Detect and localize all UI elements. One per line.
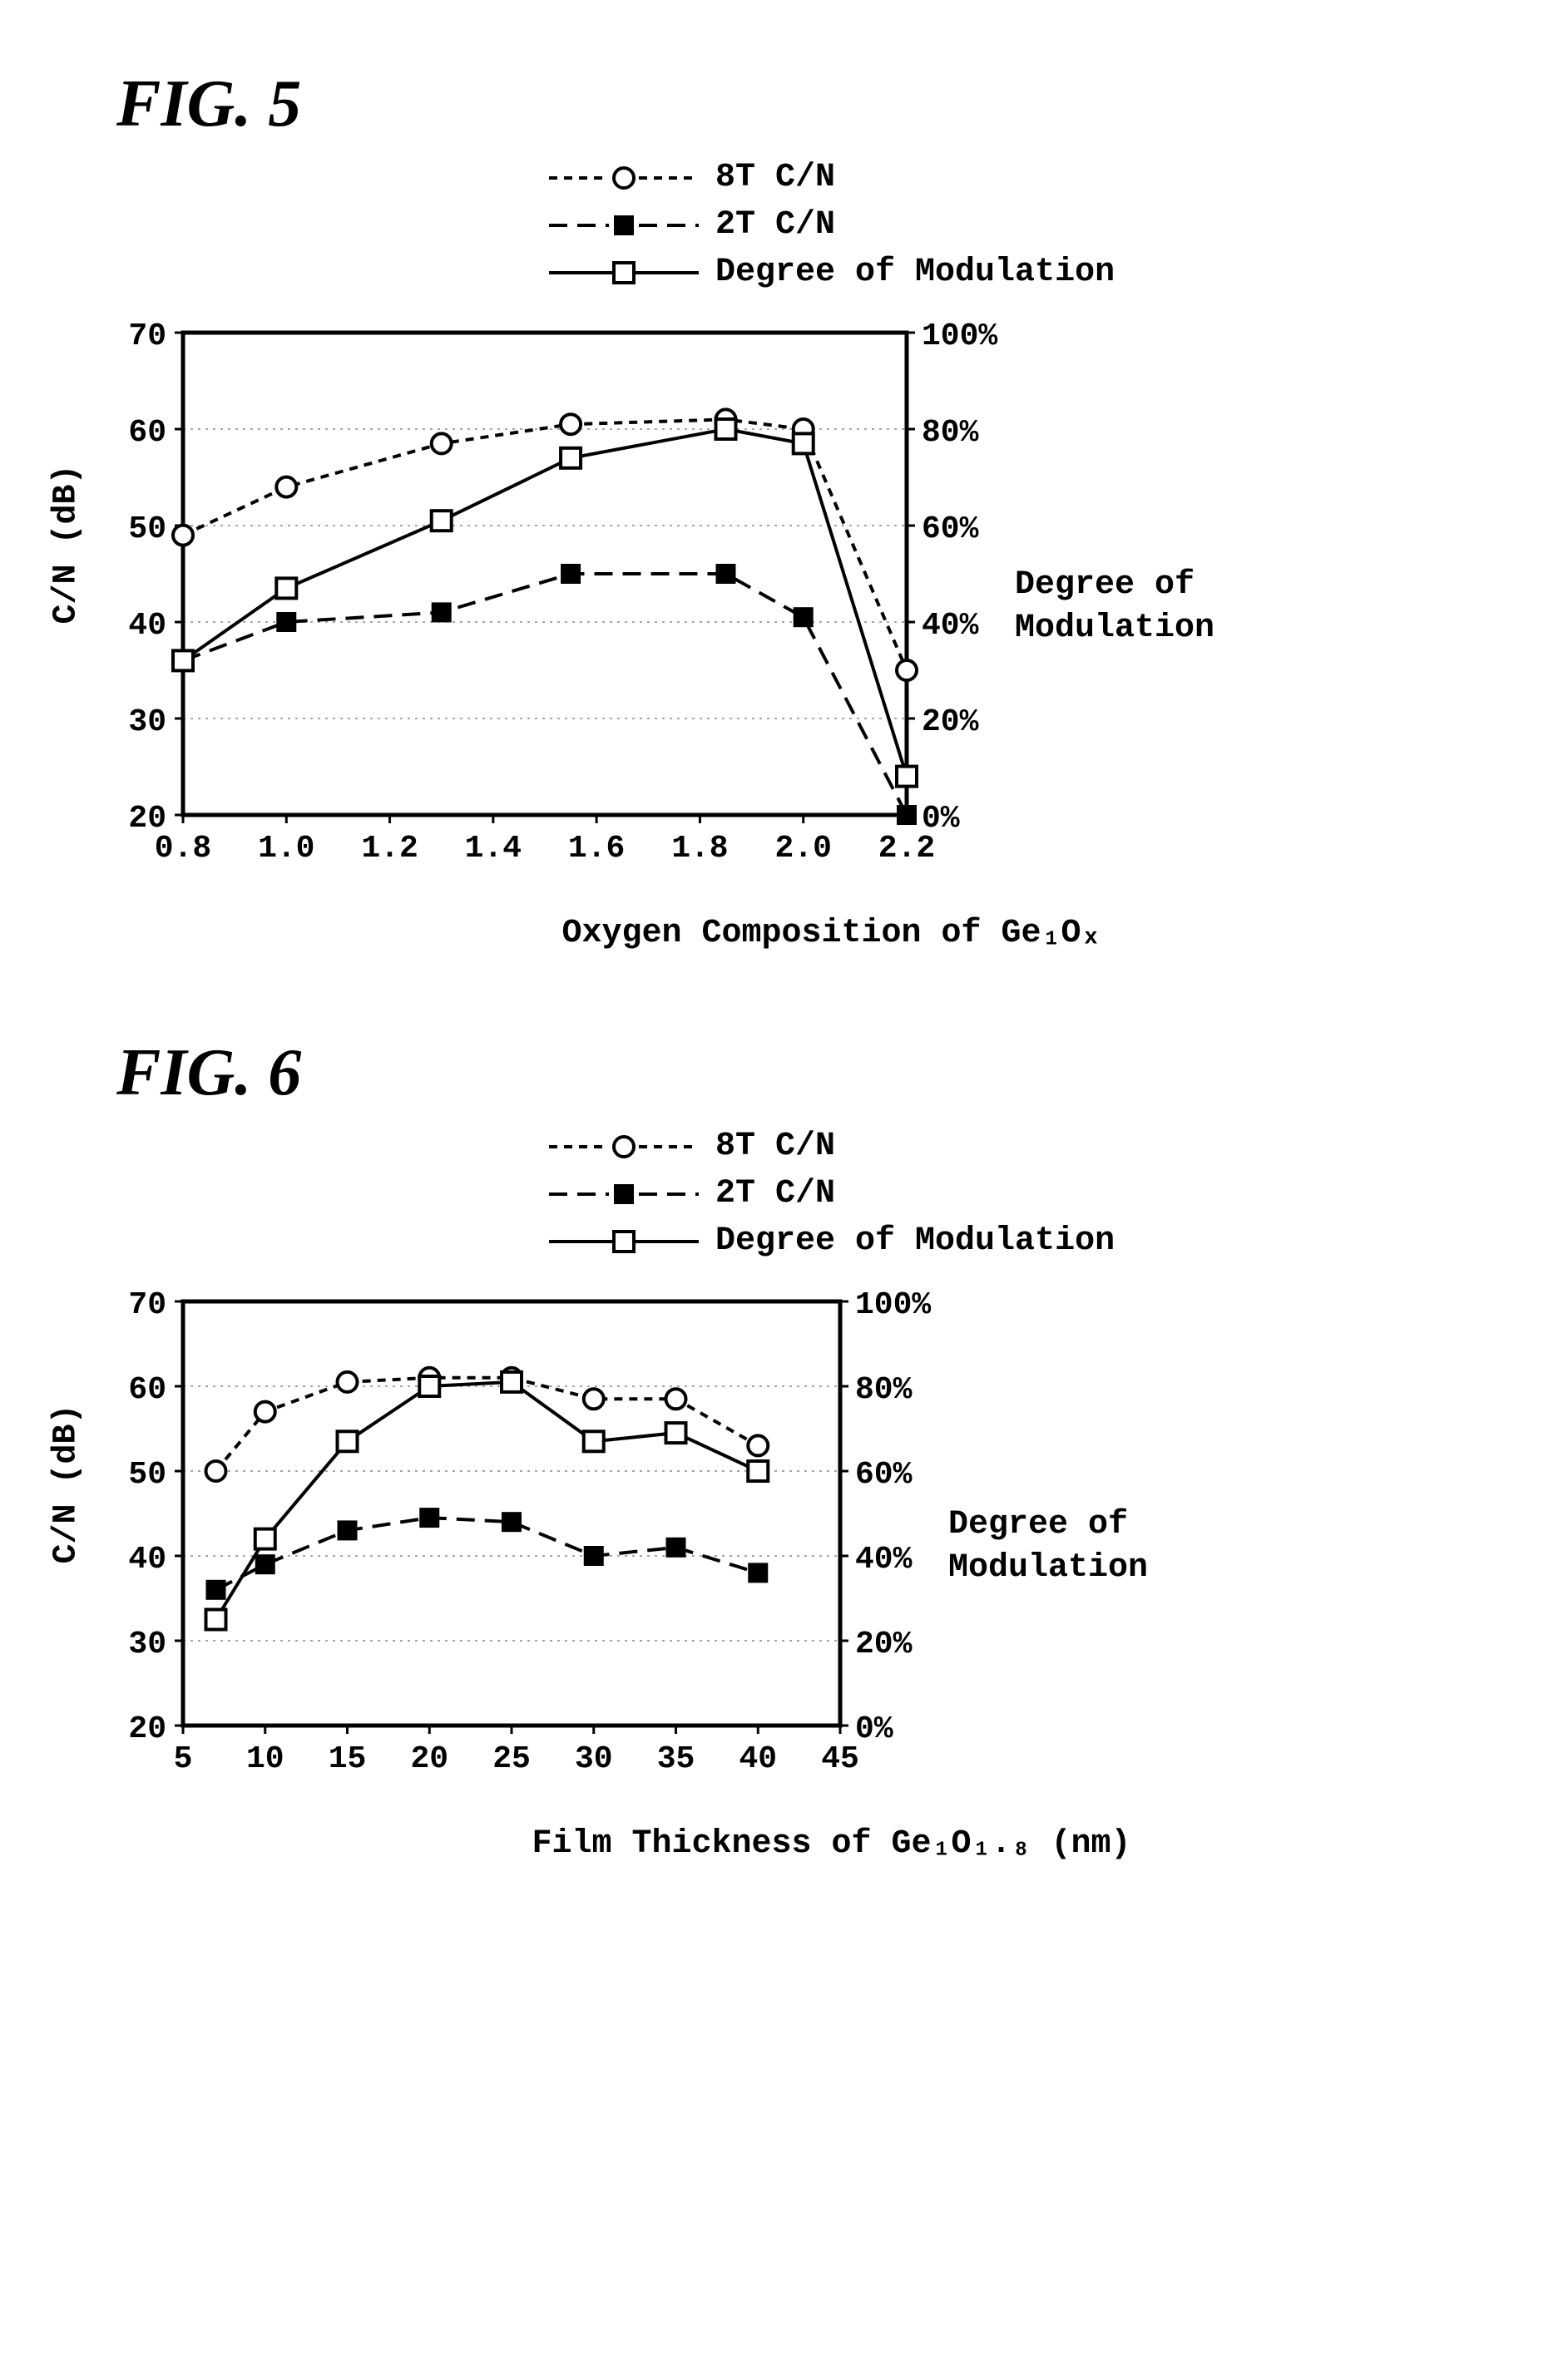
figure-5-y2label: Degree of Modulation (1015, 564, 1214, 650)
legend-item-2t: 2T C/N (549, 206, 1513, 244)
legend-item-mod-6: Degree of Modulation (549, 1222, 1513, 1260)
svg-text:70: 70 (128, 318, 166, 354)
legend-item-mod: Degree of Modulation (549, 254, 1513, 291)
svg-text:40%: 40% (855, 1542, 913, 1578)
figure-5-ylabel: C/N (dB) (48, 590, 86, 624)
svg-text:1.8: 1.8 (671, 831, 728, 867)
svg-text:1.0: 1.0 (258, 831, 314, 867)
svg-text:25: 25 (492, 1741, 531, 1777)
figure-6-chart: 20 30 40 50 60 70 0% 20% 40% 60% 80% 100% 5 10 15 20 25 3… (83, 1285, 932, 1809)
svg-text:60%: 60% (855, 1457, 913, 1493)
svg-text:30: 30 (575, 1741, 613, 1777)
figure-5-chart-wrap: C/N (dB) 2030405060700%20%40%60%80%100%0… (50, 316, 1513, 898)
svg-text:0.8: 0.8 (155, 831, 211, 867)
legend-label-2t: 2T C/N (715, 206, 835, 244)
figure-5-title: FIG. 5 (116, 67, 1513, 142)
legend-label-8t: 8T C/N (715, 159, 835, 196)
figure-6-chart-wrap: C/N (dB) 20 30 40 50 60 70 0% 20% 40% 60% 80% 100% 5… (50, 1285, 1513, 1809)
svg-text:60: 60 (128, 415, 166, 451)
svg-text:100%: 100% (922, 318, 997, 354)
svg-text:1.6: 1.6 (568, 831, 625, 867)
svg-text:20: 20 (410, 1741, 448, 1777)
svg-text:15: 15 (329, 1741, 367, 1777)
figure-5-chart: 2030405060700%20%40%60%80%100%0.81.01.21… (83, 316, 998, 898)
figure-6-ylabel: C/N (dB) (48, 1530, 86, 1563)
figure-6-xlabel: Film Thickness of Ge₁O₁.₈ (nm) (150, 1825, 1513, 1863)
legend-swatch-8t (549, 161, 699, 195)
legend-swatch-2t (549, 209, 699, 242)
svg-text:45: 45 (821, 1741, 859, 1777)
svg-text:60%: 60% (922, 511, 979, 547)
svg-text:40: 40 (128, 1542, 166, 1578)
svg-text:40: 40 (739, 1741, 777, 1777)
svg-text:30: 30 (128, 704, 166, 740)
svg-text:50: 50 (128, 511, 166, 547)
svg-text:10: 10 (246, 1741, 284, 1777)
svg-text:60: 60 (128, 1372, 166, 1408)
figure-5-legend: 8T C/N 2T C/N Degree of Modulation (549, 159, 1513, 291)
figure-5-xlabel: Oxygen Composition of Ge₁Oₓ (150, 915, 1513, 952)
legend-item-8t: 8T C/N (549, 159, 1513, 196)
svg-text:1.4: 1.4 (465, 831, 522, 867)
svg-text:40: 40 (128, 608, 166, 644)
legend-swatch-mod (549, 256, 699, 289)
figure-6-title: FIG. 6 (116, 1035, 1513, 1111)
figure-5: FIG. 5 8T C/N 2T C/N Degree of Modulatio… (50, 67, 1513, 952)
svg-text:20: 20 (128, 1711, 166, 1747)
svg-text:5: 5 (174, 1741, 193, 1777)
figure-6-legend: 8T C/N 2T C/N Degree of Modulation (549, 1128, 1513, 1260)
svg-text:1.2: 1.2 (361, 831, 418, 867)
svg-text:70: 70 (128, 1287, 166, 1323)
svg-text:0%: 0% (855, 1711, 893, 1747)
svg-text:100%: 100% (855, 1287, 931, 1323)
svg-text:30: 30 (128, 1627, 166, 1662)
svg-text:2.2: 2.2 (878, 831, 935, 867)
legend-label-mod: Degree of Modulation (715, 254, 1115, 291)
svg-text:80%: 80% (855, 1372, 913, 1408)
svg-text:40%: 40% (922, 608, 979, 644)
legend-item-8t-6: 8T C/N (549, 1128, 1513, 1165)
svg-text:50: 50 (128, 1457, 166, 1493)
svg-text:2.0: 2.0 (775, 831, 832, 867)
svg-text:80%: 80% (922, 415, 979, 451)
figure-6: FIG. 6 8T C/N 2T C/N Degree of Modulatio… (50, 1035, 1513, 1863)
svg-text:20%: 20% (922, 704, 979, 740)
figure-6-y2label: Degree of Modulation (948, 1504, 1148, 1590)
svg-text:35: 35 (657, 1741, 695, 1777)
legend-item-2t-6: 2T C/N (549, 1175, 1513, 1212)
svg-text:20%: 20% (855, 1627, 913, 1662)
